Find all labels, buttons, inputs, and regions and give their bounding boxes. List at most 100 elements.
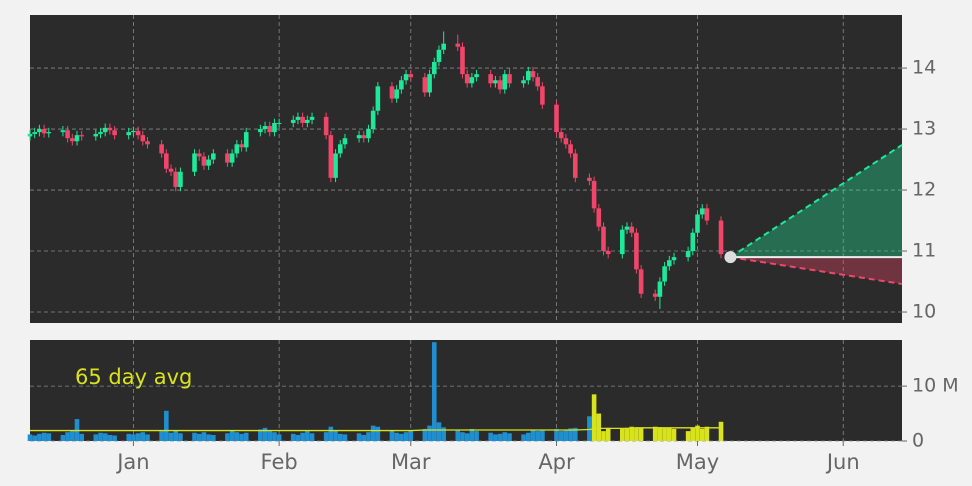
candle-body — [587, 177, 592, 181]
volume-bar — [267, 431, 273, 441]
candle-body — [107, 127, 113, 131]
candle-body — [690, 232, 696, 252]
volume-bar — [620, 428, 625, 441]
volume-bar — [98, 432, 103, 441]
candle-body — [530, 71, 536, 78]
candle-body — [131, 130, 136, 133]
volume-bar — [168, 432, 174, 441]
candle-body — [239, 144, 244, 148]
volume-bar — [366, 432, 371, 441]
candle-body — [272, 122, 277, 133]
volume-bar — [671, 428, 677, 441]
candle-body — [140, 135, 146, 142]
volume-bar — [507, 433, 512, 441]
volume-bar — [540, 430, 545, 441]
candle-body — [572, 153, 578, 178]
candle-body — [620, 229, 625, 255]
candle-body — [399, 80, 404, 90]
volume-bar — [399, 433, 404, 441]
candle-body — [126, 132, 132, 136]
candle-body — [540, 86, 545, 105]
candle-body — [488, 74, 493, 84]
candle-body — [667, 260, 672, 267]
volume-bar — [464, 433, 470, 441]
x-tick-label: Feb — [261, 450, 298, 474]
candle-body — [436, 49, 442, 62]
candle-body — [164, 153, 169, 169]
candle-body — [145, 141, 150, 145]
volume-bar — [624, 427, 630, 441]
candle-body — [333, 153, 338, 178]
candle-body — [178, 171, 183, 187]
volume-bar — [145, 434, 150, 441]
volume-bar — [718, 421, 724, 441]
volume-bar — [243, 432, 249, 441]
candle-body — [502, 74, 508, 90]
volume-bar — [70, 431, 75, 441]
candle-body — [300, 116, 305, 123]
volume-bar — [389, 430, 395, 441]
volume-bar — [652, 426, 658, 441]
candle-body — [497, 80, 503, 90]
candle-body — [699, 208, 705, 215]
volume-bar — [441, 427, 446, 441]
volume-bar — [403, 432, 409, 441]
candle-body — [469, 77, 475, 84]
volume-bar — [408, 430, 414, 441]
volume-bar — [502, 432, 508, 441]
volume-bar — [554, 428, 559, 441]
volume-bar — [657, 427, 663, 441]
candle-body — [671, 257, 677, 261]
volume-bar — [323, 432, 329, 441]
volume-bar — [337, 433, 343, 441]
volume-bar — [140, 432, 146, 441]
volume-bar — [394, 432, 399, 441]
candle-body — [558, 132, 564, 139]
price-panel — [30, 15, 902, 323]
volume-bar — [460, 432, 465, 441]
volume-bar — [309, 433, 315, 441]
candle-body — [629, 226, 635, 233]
candle-body — [173, 171, 179, 187]
candle-body — [356, 135, 362, 139]
candle-body — [309, 116, 315, 120]
candle-body — [591, 180, 597, 209]
volume-bar — [131, 434, 136, 441]
volume-bar — [290, 433, 296, 441]
volume-bar — [201, 432, 207, 441]
volume-bar — [328, 426, 334, 441]
candle-body — [211, 153, 216, 160]
volume-bar — [102, 433, 108, 441]
volume-bar — [206, 434, 211, 441]
candle-body — [135, 130, 141, 136]
volume-bar — [667, 427, 672, 441]
volume-bar — [41, 432, 47, 441]
candle-body — [427, 74, 432, 93]
volume-bar — [93, 434, 99, 441]
candle-body — [74, 135, 80, 142]
candle-body — [507, 74, 512, 84]
volume-bar — [107, 434, 113, 441]
volume-bar — [690, 427, 696, 441]
candle-body — [93, 133, 99, 137]
candle-body — [695, 214, 700, 233]
volume-bar — [262, 427, 268, 441]
volume-bar — [469, 428, 475, 441]
candle-body — [295, 116, 301, 120]
volume-bar — [178, 433, 183, 441]
volume-bar — [638, 428, 644, 441]
volume-bar — [295, 434, 301, 441]
volume-bar — [272, 432, 277, 441]
y-tick-label: 0 — [912, 430, 924, 452]
candle-body — [196, 153, 202, 157]
candle-body — [554, 104, 559, 133]
candle-body — [65, 130, 70, 139]
forecast-down-line — [730, 256, 903, 285]
candle-body — [276, 122, 282, 124]
y-tick-label: 11 — [912, 240, 936, 262]
candle-body — [638, 269, 644, 294]
candle-body — [159, 144, 164, 154]
volume-bar — [436, 422, 442, 441]
candle-body — [563, 138, 569, 145]
candle-body — [535, 77, 540, 87]
